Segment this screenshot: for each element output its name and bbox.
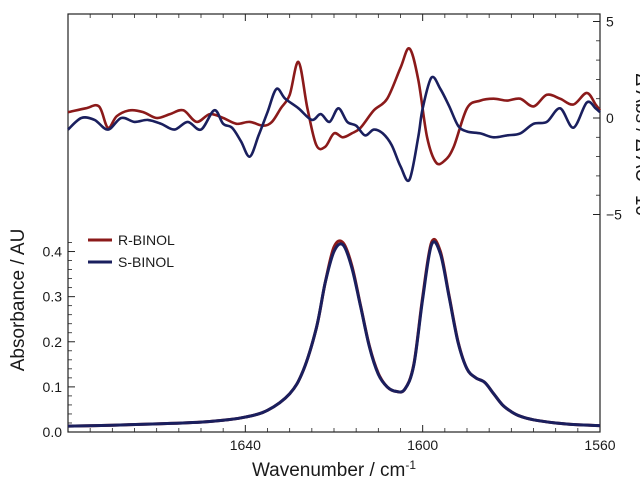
ticks-layer: [68, 14, 601, 433]
x-axis-title-superscript: -1: [405, 458, 416, 472]
plot-frame: [67, 13, 601, 433]
x-axis-title-text: Wavenumber / cm: [252, 460, 405, 481]
labels-layer: 1640 1600 1560 0.0 0.1 0.2 0.3 0.4 5 0 −5 Wavenumbe…: [8, 14, 640, 482]
y-right-axis-title-text: Δ Abs / Δ AU* 10: [631, 73, 640, 216]
series-line-s-binol-right: [67, 75, 601, 183]
y-right-tick-label: −5: [606, 207, 622, 223]
series-line-r-binol-right: [67, 47, 602, 166]
y-left-tick-label: 0.4: [43, 244, 63, 260]
legend-label-r-binol: R-BINOL: [118, 232, 175, 248]
y-left-tick-label: 0.3: [43, 289, 63, 305]
x-axis-title: Wavenumber / cm-1: [252, 458, 416, 481]
x-tick-label: 1640: [230, 437, 261, 453]
y-left-tick-label: 0.2: [43, 334, 63, 350]
series-line-s-binol-left: [67, 240, 601, 428]
y-right-tick-label: 0: [606, 110, 614, 126]
x-tick-label: 1560: [584, 437, 615, 453]
plot-border: [67, 13, 601, 433]
y-right-tick-label: 5: [606, 14, 614, 30]
y-left-axis-title: Absorbance / AU: [8, 229, 29, 372]
legend: R-BINOL S-BINOL: [88, 232, 175, 270]
y-left-tick-label: 0.0: [43, 424, 63, 440]
x-tick-label: 1600: [407, 437, 438, 453]
y-left-tick-label: 0.1: [43, 379, 63, 395]
legend-label-s-binol: S-BINOL: [118, 254, 174, 270]
y-right-axis-title: Δ Abs / Δ AU* 10-5: [631, 73, 640, 227]
series-layer: [67, 47, 602, 428]
